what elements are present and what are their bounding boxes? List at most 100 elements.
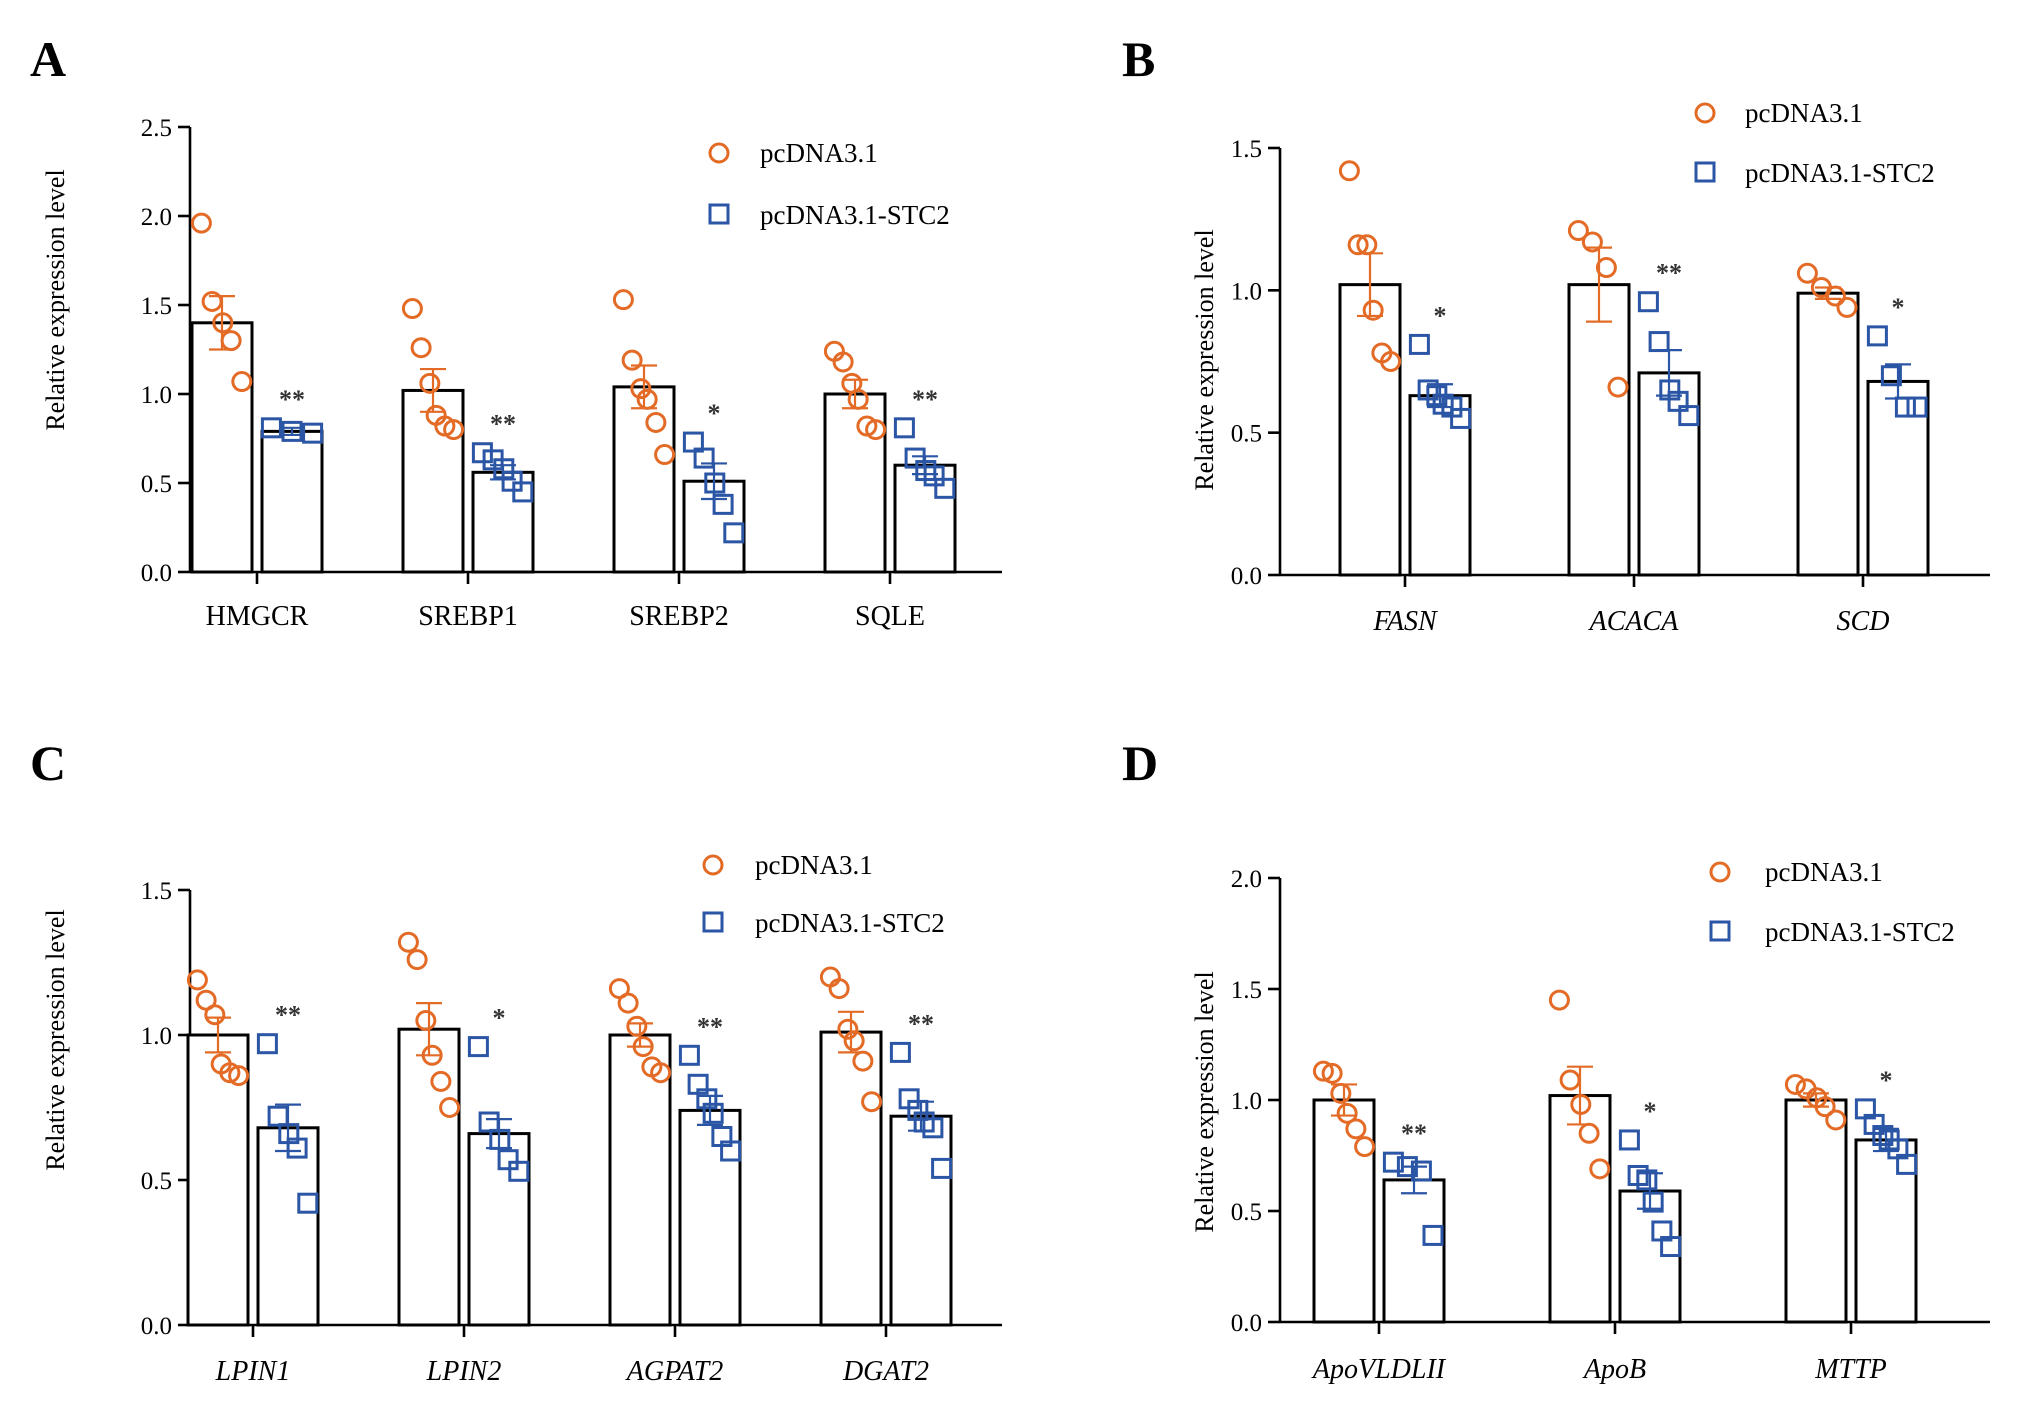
data-point-stc2 bbox=[1880, 365, 1902, 387]
data-point-pcdna31 bbox=[832, 351, 854, 373]
data-point-pcdna31 bbox=[1589, 1158, 1611, 1180]
data-point-stc2 bbox=[1648, 331, 1670, 353]
category-label: ACACA bbox=[1588, 606, 1680, 637]
panel-c-ylabel: Relative expression level bbox=[41, 909, 70, 1170]
data-point-stc2 bbox=[281, 420, 303, 442]
data-point-pcdna31 bbox=[430, 1070, 452, 1092]
data-point-stc2 bbox=[889, 1041, 911, 1063]
category-label: MTTP bbox=[1814, 1354, 1887, 1385]
legend-label-stc2: pcDNA3.1-STC2 bbox=[755, 908, 945, 938]
data-point-pcdna31 bbox=[1824, 285, 1846, 307]
data-point-stc2 bbox=[1410, 1160, 1432, 1182]
data-point-stc2 bbox=[508, 1160, 530, 1182]
significance-marker: * bbox=[493, 1004, 506, 1033]
category-label: SREBP2 bbox=[629, 601, 729, 632]
category-label: DGAT2 bbox=[842, 1356, 929, 1387]
panel-b-legend: pcDNA3.1 pcDNA3.1-STC2 bbox=[1694, 98, 1935, 188]
data-point-stc2 bbox=[934, 477, 956, 499]
data-point-pcdna31 bbox=[1567, 220, 1589, 242]
data-point-stc2 bbox=[682, 431, 704, 453]
y-tick-label: 1.5 bbox=[1231, 136, 1262, 163]
significance-marker: * bbox=[1644, 1097, 1657, 1126]
data-point-stc2 bbox=[1678, 405, 1700, 427]
data-point-pcdna31 bbox=[654, 444, 676, 466]
significance-marker: * bbox=[1880, 1066, 1893, 1095]
legend-label-pcdna31: pcDNA3.1 bbox=[1745, 98, 1863, 128]
data-point-pcdna31 bbox=[1362, 299, 1384, 321]
data-point-pcdna31 bbox=[1570, 1093, 1592, 1115]
significance-marker: ** bbox=[908, 1009, 934, 1038]
data-point-pcdna31 bbox=[212, 312, 234, 334]
data-point-pcdna31 bbox=[1595, 257, 1617, 279]
data-point-stc2 bbox=[931, 1157, 953, 1179]
data-point-pcdna31 bbox=[443, 419, 465, 441]
bar-pcdna31 bbox=[1796, 291, 1860, 577]
data-point-pcdna31 bbox=[828, 978, 850, 1000]
data-point-stc2 bbox=[1866, 325, 1888, 347]
bar-stc2 bbox=[1382, 1178, 1446, 1324]
category-label: ApoB bbox=[1582, 1354, 1646, 1385]
data-point-stc2 bbox=[693, 447, 715, 469]
data-point-stc2 bbox=[696, 1088, 718, 1110]
legend-label-pcdna31: pcDNA3.1 bbox=[755, 850, 873, 880]
data-point-pcdna31 bbox=[1354, 1136, 1376, 1158]
y-tick-label: 0.0 bbox=[1231, 1310, 1262, 1337]
data-point-pcdna31 bbox=[1607, 376, 1629, 398]
data-point-pcdna31 bbox=[228, 1065, 250, 1087]
data-point-pcdna31 bbox=[1338, 160, 1360, 182]
data-point-stc2 bbox=[260, 417, 282, 439]
bar-pcdna31 bbox=[612, 385, 676, 574]
category-label: SREBP1 bbox=[418, 601, 518, 632]
data-point-pcdna31 bbox=[837, 1018, 859, 1040]
data-point-stc2 bbox=[678, 1044, 700, 1066]
data-point-stc2 bbox=[1667, 390, 1689, 412]
data-point-stc2 bbox=[1382, 1151, 1404, 1173]
significance-marker: ** bbox=[912, 385, 938, 414]
category-label: SCD bbox=[1837, 606, 1890, 637]
data-point-pcdna31 bbox=[865, 419, 887, 441]
data-point-stc2 bbox=[893, 417, 915, 439]
y-tick-label: 0.5 bbox=[141, 1168, 172, 1195]
data-point-pcdna31 bbox=[1347, 234, 1369, 256]
bar-stc2 bbox=[1866, 379, 1930, 577]
data-point-pcdna31 bbox=[1825, 1109, 1847, 1131]
data-point-stc2 bbox=[1896, 1153, 1918, 1175]
y-tick-label: 0.5 bbox=[141, 471, 172, 498]
y-tick-label: 0.0 bbox=[1231, 563, 1262, 590]
data-point-pcdna31 bbox=[626, 1015, 648, 1037]
data-point-stc2 bbox=[286, 1137, 308, 1159]
panel-b-letter: B bbox=[1122, 31, 1155, 87]
data-point-stc2 bbox=[1636, 1169, 1658, 1191]
data-point-pcdna31 bbox=[852, 1050, 874, 1072]
legend-marker-pcdna31-icon bbox=[1709, 861, 1731, 883]
data-point-pcdna31 bbox=[201, 290, 223, 312]
data-point-pcdna31 bbox=[190, 212, 212, 234]
panel-b-ylabel: Relative expression level bbox=[1190, 229, 1219, 490]
data-point-stc2 bbox=[922, 1117, 944, 1139]
panel-c-legend: pcDNA3.1 pcDNA3.1-STC2 bbox=[702, 850, 945, 938]
data-point-stc2 bbox=[467, 1036, 489, 1058]
y-tick-label: 0.5 bbox=[1231, 1199, 1262, 1226]
legend-marker-pcdna31-icon bbox=[708, 142, 730, 164]
data-point-stc2 bbox=[489, 1128, 511, 1150]
category-label: HMGCR bbox=[206, 601, 309, 632]
data-point-stc2 bbox=[1450, 407, 1472, 429]
panel-c-letter: C bbox=[30, 735, 66, 791]
data-point-stc2 bbox=[1396, 1156, 1418, 1178]
data-point-pcdna31 bbox=[410, 337, 432, 359]
data-point-pcdna31 bbox=[219, 1062, 241, 1084]
y-tick-label: 0.5 bbox=[1231, 421, 1262, 448]
bar-pcdna31 bbox=[190, 321, 254, 574]
bar-stc2 bbox=[256, 1126, 320, 1327]
data-point-pcdna31 bbox=[220, 330, 242, 352]
data-point-pcdna31 bbox=[847, 388, 869, 410]
y-tick-label: 1.5 bbox=[141, 293, 172, 320]
panel-c: C Relative expression level pcDNA3.1 pcD… bbox=[30, 735, 1002, 1387]
data-point-stc2 bbox=[702, 1102, 724, 1124]
data-point-stc2 bbox=[712, 493, 734, 515]
y-tick-label: 1.0 bbox=[1231, 278, 1262, 305]
data-point-stc2 bbox=[1660, 1236, 1682, 1258]
data-point-stc2 bbox=[1637, 291, 1659, 313]
significance-marker: * bbox=[1892, 293, 1905, 322]
